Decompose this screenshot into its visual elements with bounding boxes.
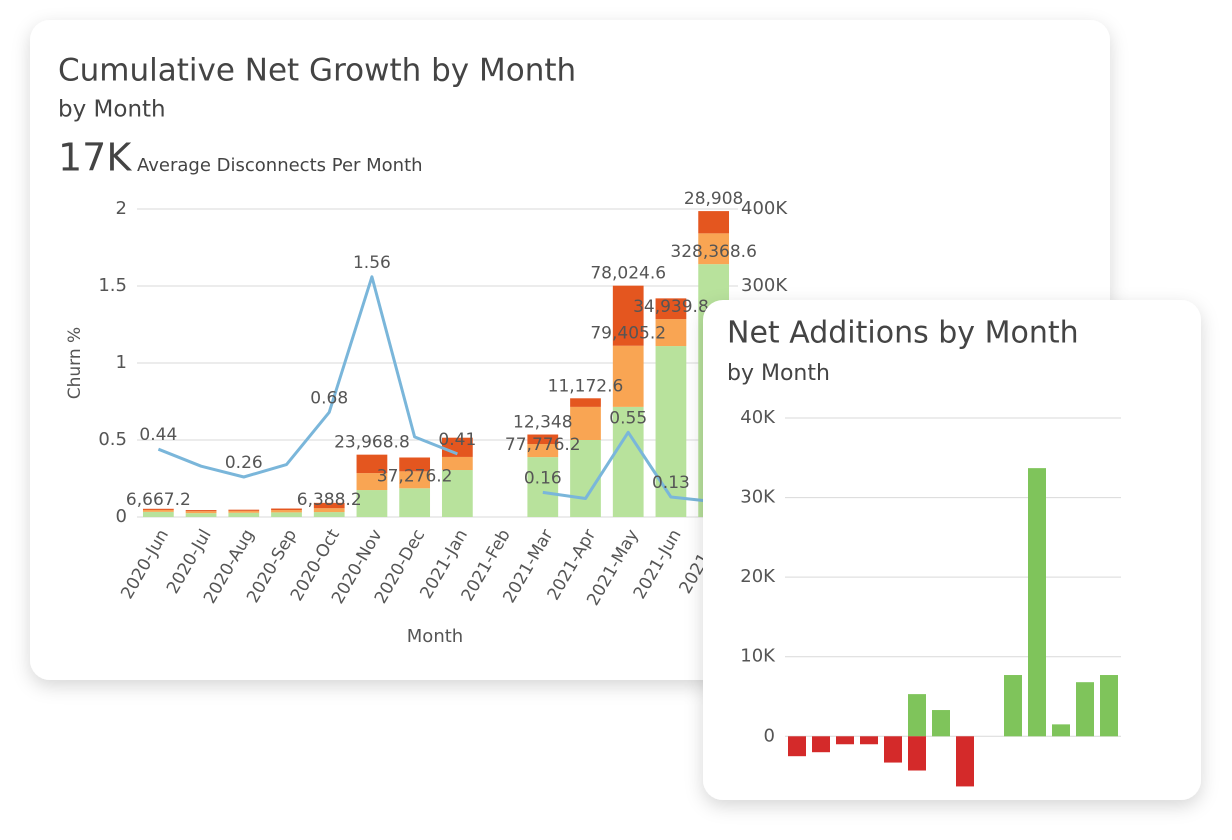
bar-segment	[441, 456, 473, 471]
bar-segment	[527, 434, 559, 445]
bar-segment	[956, 736, 974, 787]
bar-segment	[836, 736, 854, 745]
bar-segment	[228, 510, 260, 513]
bar-segment	[356, 473, 388, 491]
churn-line	[157, 275, 714, 504]
bar-segment	[228, 512, 260, 517]
bar-segment	[655, 346, 687, 517]
chart-title: Cumulative Net Growth by Month	[58, 53, 576, 89]
bar-segment	[908, 694, 926, 737]
y-tick-label: 1.5	[98, 275, 127, 296]
bar-segment	[570, 406, 601, 440]
bar-segment	[441, 470, 473, 517]
bar-segment	[812, 736, 830, 753]
bar-segment	[399, 457, 431, 472]
data-label: 328,368.6	[670, 242, 757, 262]
card	[703, 300, 1201, 800]
bar-segment	[655, 319, 687, 347]
bar-segment	[1028, 468, 1046, 737]
bar-segment	[612, 285, 644, 346]
bar-segment	[655, 298, 687, 320]
data-label: 0.16	[524, 468, 562, 488]
bar-segment	[399, 488, 431, 517]
net-additions-card: Net Additions by Month by Month 0 10K 20K 3…	[703, 300, 1201, 800]
bar-segment	[527, 444, 559, 458]
y-tick-label: 0.5	[98, 429, 127, 450]
x-axis-label: Month	[407, 626, 463, 647]
kpi-value: 17K	[58, 136, 132, 180]
y-tick-label: 20K	[740, 566, 776, 587]
y2-tick-label: 300K	[741, 275, 788, 296]
y-tick-label: 2	[116, 198, 127, 219]
bar-segment	[570, 398, 601, 407]
data-label: 28,908	[684, 189, 743, 209]
chart-title: Net Additions by Month	[727, 316, 1079, 351]
data-label: 0.26	[225, 453, 263, 473]
bar-segment	[698, 233, 730, 265]
data-label: 0.68	[310, 388, 348, 408]
chart-subtitle: by Month	[727, 361, 830, 386]
bar-segment	[313, 502, 345, 509]
bar-segment	[570, 440, 601, 517]
bar-segment	[932, 710, 950, 737]
bar-segment	[142, 509, 174, 512]
bar-segment	[271, 508, 302, 511]
data-label: 0.55	[609, 408, 647, 428]
bar-segment	[142, 508, 174, 510]
bar-segment	[356, 454, 388, 474]
data-label: 0.13	[652, 473, 690, 493]
bar-segment	[612, 345, 644, 407]
data-label: 23,968.8	[334, 433, 410, 453]
bar-segment	[884, 736, 902, 763]
y-tick-label: 40K	[740, 407, 776, 428]
y-axis-label: Churn %	[65, 327, 85, 399]
bar-segment	[1100, 675, 1118, 737]
bar-segment	[860, 736, 878, 745]
y-tick-label: 30K	[740, 487, 776, 508]
y-tick-label: 0	[116, 506, 127, 527]
chart-subtitle: by Month	[58, 97, 166, 123]
bar-segment	[399, 471, 431, 489]
data-label: 37,276.2	[377, 466, 453, 486]
bar-segment	[1052, 724, 1070, 737]
bar-segment	[142, 511, 174, 517]
y-tick-label: 1	[116, 352, 127, 373]
bar-segment	[612, 406, 644, 517]
growth-card: Cumulative Net Growth by Month by Month …	[30, 20, 1110, 680]
bar-segment	[185, 513, 217, 517]
y-tick-label: 0	[764, 725, 775, 746]
data-label: 0.41	[438, 430, 476, 450]
bar-segment	[356, 490, 388, 517]
y-tick-label: 10K	[740, 646, 776, 667]
data-label: 77,776.2	[505, 435, 581, 455]
kpi-caption: Average Disconnects Per Month	[137, 155, 423, 176]
data-label: 34,939.8	[633, 297, 709, 317]
bar-segment	[313, 512, 345, 517]
data-label: 78,024.6	[590, 264, 666, 284]
bar-segment	[788, 736, 806, 757]
data-label: 11,172.6	[548, 376, 624, 396]
data-label: 0.44	[139, 425, 177, 445]
bar-segment	[908, 736, 926, 771]
bar-segment	[313, 508, 345, 513]
bar-segment	[271, 510, 302, 513]
data-label: 79,405.2	[590, 324, 666, 344]
bar-segment	[185, 510, 217, 512]
bar-segment	[228, 509, 260, 511]
data-label: 12,348	[513, 413, 572, 433]
bar-segment	[271, 512, 302, 517]
y2-tick-label: 400K	[741, 198, 788, 219]
bar-segment	[1076, 682, 1094, 737]
bar-segment	[185, 511, 217, 514]
data-label: 6,667.2	[126, 490, 191, 510]
bar-segment	[527, 457, 559, 517]
bar-segment	[698, 211, 730, 234]
data-label: 6,388.2	[297, 490, 362, 510]
bar-segment	[1004, 675, 1022, 737]
data-label: 1.56	[353, 253, 391, 273]
